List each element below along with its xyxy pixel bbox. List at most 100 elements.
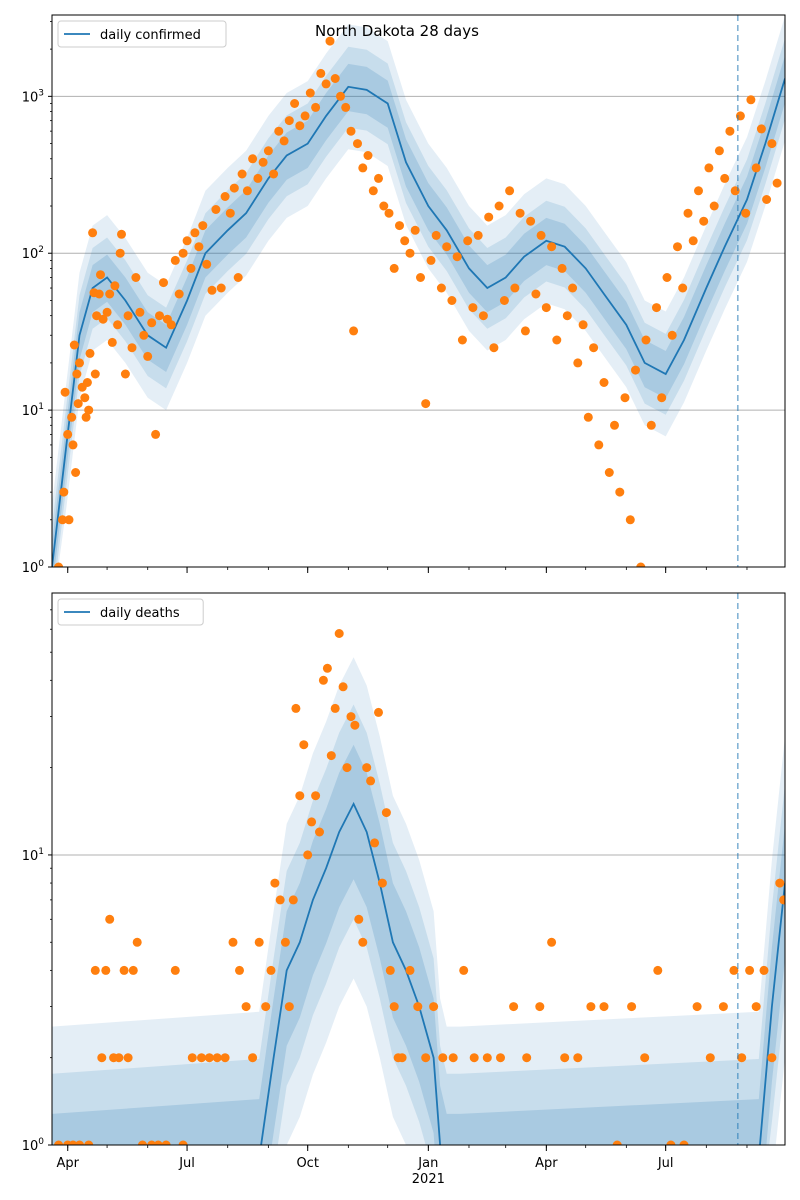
y-tick-label: 100 bbox=[22, 1137, 45, 1154]
x-tick-label: Jul bbox=[657, 1156, 674, 1171]
data-point bbox=[447, 296, 457, 305]
data-point bbox=[132, 937, 142, 947]
data-point bbox=[709, 201, 719, 211]
data-point bbox=[198, 221, 208, 231]
data-point bbox=[123, 311, 133, 321]
data-point bbox=[714, 146, 724, 156]
data-point bbox=[295, 791, 305, 801]
data-point bbox=[583, 412, 593, 422]
data-point bbox=[202, 259, 212, 269]
data-point bbox=[397, 1053, 407, 1063]
data-point bbox=[73, 399, 83, 409]
data-point bbox=[499, 296, 509, 305]
data-point bbox=[170, 965, 180, 975]
data-point bbox=[274, 126, 284, 136]
data-point bbox=[362, 763, 372, 773]
data-point bbox=[746, 95, 756, 105]
x-tick-label: Jan bbox=[417, 1156, 438, 1171]
data-point bbox=[536, 230, 546, 240]
data-point bbox=[688, 236, 698, 246]
legend-box bbox=[57, 20, 227, 48]
data-point bbox=[653, 965, 663, 975]
data-point bbox=[288, 895, 298, 905]
data-point bbox=[279, 136, 289, 146]
data-point bbox=[135, 307, 145, 317]
data-point bbox=[631, 365, 640, 375]
data-point bbox=[321, 79, 331, 89]
data-point bbox=[457, 335, 467, 345]
data-point bbox=[242, 186, 252, 196]
data-point bbox=[416, 273, 425, 282]
data-point bbox=[295, 121, 305, 131]
data-point bbox=[94, 289, 104, 299]
data-point bbox=[374, 173, 383, 183]
data-point bbox=[197, 1053, 206, 1063]
data-point bbox=[341, 102, 351, 112]
data-point bbox=[107, 337, 117, 347]
data-point bbox=[640, 1053, 650, 1063]
data-point bbox=[452, 252, 462, 262]
uncertainty-band-mid bbox=[52, 38, 785, 567]
data-point bbox=[729, 965, 739, 975]
y-tick-label: 102 bbox=[22, 245, 44, 262]
data-point bbox=[263, 146, 273, 156]
data-point bbox=[170, 255, 180, 265]
data-point bbox=[248, 1053, 258, 1063]
axes-frame bbox=[51, 14, 786, 568]
data-point bbox=[737, 1053, 747, 1063]
legend-label: daily confirmed bbox=[100, 28, 201, 43]
data-point bbox=[421, 399, 431, 409]
data-point bbox=[620, 393, 630, 403]
data-point bbox=[138, 1140, 147, 1145]
data-point bbox=[436, 283, 446, 293]
data-point bbox=[683, 208, 693, 218]
data-point bbox=[625, 515, 635, 525]
data-point bbox=[166, 320, 176, 330]
data-point bbox=[346, 126, 356, 136]
data-point bbox=[405, 248, 415, 258]
data-point bbox=[779, 895, 785, 905]
data-point bbox=[751, 1002, 761, 1012]
data-point bbox=[725, 126, 735, 136]
data-point bbox=[673, 242, 682, 252]
data-point bbox=[468, 303, 478, 313]
data-point bbox=[117, 229, 126, 239]
data-point bbox=[522, 1053, 532, 1063]
data-point bbox=[505, 186, 515, 196]
data-point bbox=[280, 937, 290, 947]
data-point bbox=[431, 230, 441, 240]
data-point bbox=[71, 468, 81, 477]
data-point bbox=[270, 878, 280, 888]
data-point bbox=[368, 186, 378, 196]
data-point bbox=[131, 273, 141, 282]
data-point bbox=[228, 937, 238, 947]
data-point bbox=[494, 201, 504, 211]
data-point bbox=[342, 763, 352, 773]
data-point bbox=[161, 1140, 171, 1145]
legend-box bbox=[57, 598, 204, 626]
data-point bbox=[127, 343, 137, 353]
data-point bbox=[261, 1002, 271, 1012]
data-point bbox=[573, 1053, 583, 1063]
data-point bbox=[58, 515, 67, 525]
data-point bbox=[322, 663, 332, 673]
figure-title: North Dakota 28 days bbox=[315, 22, 479, 40]
data-point bbox=[429, 1002, 439, 1012]
x-tick-label: Apr bbox=[535, 1156, 558, 1171]
data-point bbox=[325, 36, 335, 46]
data-point bbox=[241, 1002, 251, 1012]
data-point bbox=[489, 343, 499, 353]
data-point bbox=[469, 1053, 479, 1063]
data-point bbox=[114, 1053, 124, 1063]
data-point bbox=[72, 369, 82, 379]
data-point bbox=[705, 1053, 715, 1063]
data-point bbox=[718, 1002, 728, 1012]
y-tick-label: 103 bbox=[22, 88, 44, 105]
data-point bbox=[405, 965, 415, 975]
uncertainty-band-outer bbox=[52, 16, 785, 567]
data-point bbox=[354, 914, 364, 924]
data-point bbox=[772, 178, 782, 188]
data-point bbox=[389, 1002, 399, 1012]
data-point bbox=[194, 242, 204, 252]
data-point bbox=[75, 1140, 84, 1145]
